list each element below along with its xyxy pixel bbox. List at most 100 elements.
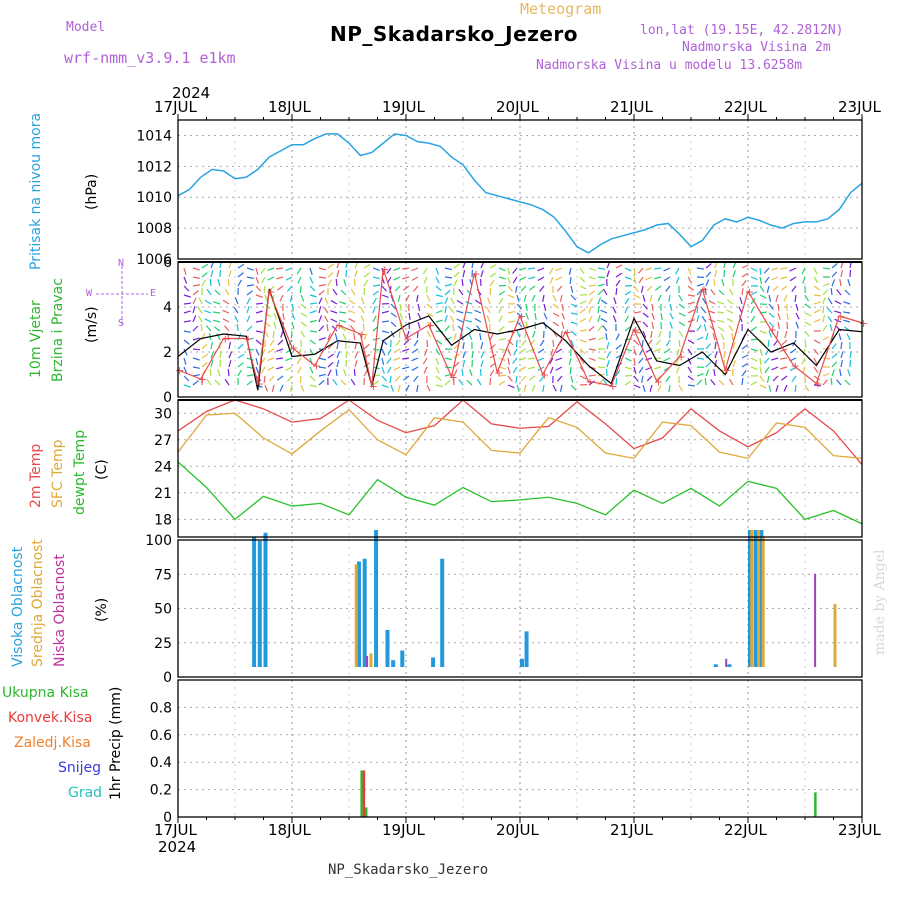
wind-arrow xyxy=(353,368,356,377)
time-label: 22JUL xyxy=(724,98,767,116)
wind-arrow xyxy=(183,310,191,314)
wind-arrow xyxy=(422,357,428,365)
wind-arrow xyxy=(701,297,707,305)
wind-arrow xyxy=(840,351,844,359)
wind-arrow xyxy=(359,306,365,314)
wind-arrow xyxy=(205,325,212,332)
wind-arrow xyxy=(222,299,230,305)
wind-arrow xyxy=(397,384,401,392)
wind-arrow xyxy=(363,263,371,269)
wind-arrow xyxy=(435,366,440,374)
wind-arrow xyxy=(498,276,506,280)
lonlat-label: lon,lat (19.15E, 42.2812N) xyxy=(640,23,844,38)
wind-arrow xyxy=(675,276,680,284)
wind-arrow xyxy=(732,270,736,278)
wind-arrow xyxy=(228,270,232,278)
wind-arrow xyxy=(214,326,221,332)
wind-arrow xyxy=(768,321,775,328)
wind-arrow xyxy=(489,287,492,296)
wind-arrow xyxy=(255,294,263,298)
wind-arrow xyxy=(759,285,765,293)
year-top: 2024 xyxy=(172,84,211,102)
wind-arrow xyxy=(246,315,251,323)
wind-arrow xyxy=(360,297,365,305)
wind-arrow xyxy=(498,306,503,314)
wind-arrow xyxy=(201,353,209,359)
wind-arrow xyxy=(489,344,496,350)
wind-arrow xyxy=(718,326,725,332)
wind-arrow xyxy=(638,357,644,364)
wind-arrow xyxy=(405,384,410,392)
cloud-bar xyxy=(814,573,817,667)
wind-arrow xyxy=(214,289,221,296)
wind-arrow xyxy=(654,348,662,352)
wind-arrow xyxy=(417,303,421,311)
wind-arrow xyxy=(839,369,842,377)
wind-arrow xyxy=(579,339,587,343)
time-label: 19JUL xyxy=(382,98,425,116)
wind-arrow xyxy=(519,267,527,271)
wind-arrow xyxy=(532,330,536,338)
wind-arrow xyxy=(474,299,482,305)
wind-arrow xyxy=(449,315,455,323)
wind-arrow xyxy=(687,309,695,314)
wind-arrow xyxy=(696,267,705,270)
wind-arrow xyxy=(579,348,586,355)
wind-arrow xyxy=(309,267,313,275)
wind-arrow xyxy=(201,272,208,278)
wind-arrow xyxy=(345,350,348,359)
wind-arrow xyxy=(602,288,608,296)
wind-arrow xyxy=(771,276,779,281)
wind-arrow xyxy=(537,357,545,362)
wind-arrow xyxy=(372,290,380,296)
wind-arrow xyxy=(696,357,705,360)
wind-arrow xyxy=(830,287,833,296)
wind-arrow xyxy=(512,366,518,374)
wind-arrow xyxy=(444,283,452,287)
wind-gust-marker: + xyxy=(813,378,822,391)
wind-arrow xyxy=(649,384,653,392)
wind-arrow xyxy=(353,333,356,341)
y-tick-label: 100 xyxy=(145,533,172,549)
wind-arrow xyxy=(390,384,394,392)
wind-gust-marker: + xyxy=(426,319,435,332)
wind-arrow xyxy=(372,267,380,272)
wind-arrow xyxy=(212,311,221,314)
wind-arrow xyxy=(411,348,419,354)
wind-arrow xyxy=(781,375,788,381)
wind-arrow xyxy=(423,276,428,284)
wind-arrow xyxy=(570,312,578,316)
wind-arrow xyxy=(387,348,392,356)
wind-arrow xyxy=(555,267,563,272)
wind-arrow xyxy=(543,312,548,320)
wind-arrow xyxy=(750,267,758,272)
wind-arrow xyxy=(750,298,756,305)
wind-arrow xyxy=(255,276,260,284)
wind-arrow xyxy=(327,361,334,368)
y-tick-label: 2 xyxy=(163,345,172,361)
wind-arrow xyxy=(340,289,347,296)
wind-arrow xyxy=(381,320,390,323)
wind-arrow xyxy=(521,339,527,346)
wind-arrow xyxy=(780,366,788,370)
wind-arrow xyxy=(318,325,325,332)
wind-arrow xyxy=(285,357,293,362)
wind-arrow xyxy=(763,357,770,364)
wind-arrow xyxy=(615,377,618,386)
wind-arrow xyxy=(539,339,545,347)
wind-arrow xyxy=(183,348,188,356)
wind-arrow xyxy=(642,303,648,310)
wind-arrow xyxy=(206,288,212,296)
wind-arrow xyxy=(444,325,450,332)
wind-arrow xyxy=(386,366,392,374)
wind-arrow xyxy=(201,333,206,341)
wind-arrow xyxy=(372,380,380,386)
wind-arrow xyxy=(411,267,419,272)
wind-arrow xyxy=(612,315,617,323)
wind-arrow xyxy=(291,303,295,311)
wind-arrow xyxy=(255,339,262,345)
wind-arrow xyxy=(435,330,444,333)
y-tick-label: 1010 xyxy=(136,190,172,206)
wind-arrow xyxy=(645,267,653,271)
y-tick-label: 18 xyxy=(154,512,172,528)
